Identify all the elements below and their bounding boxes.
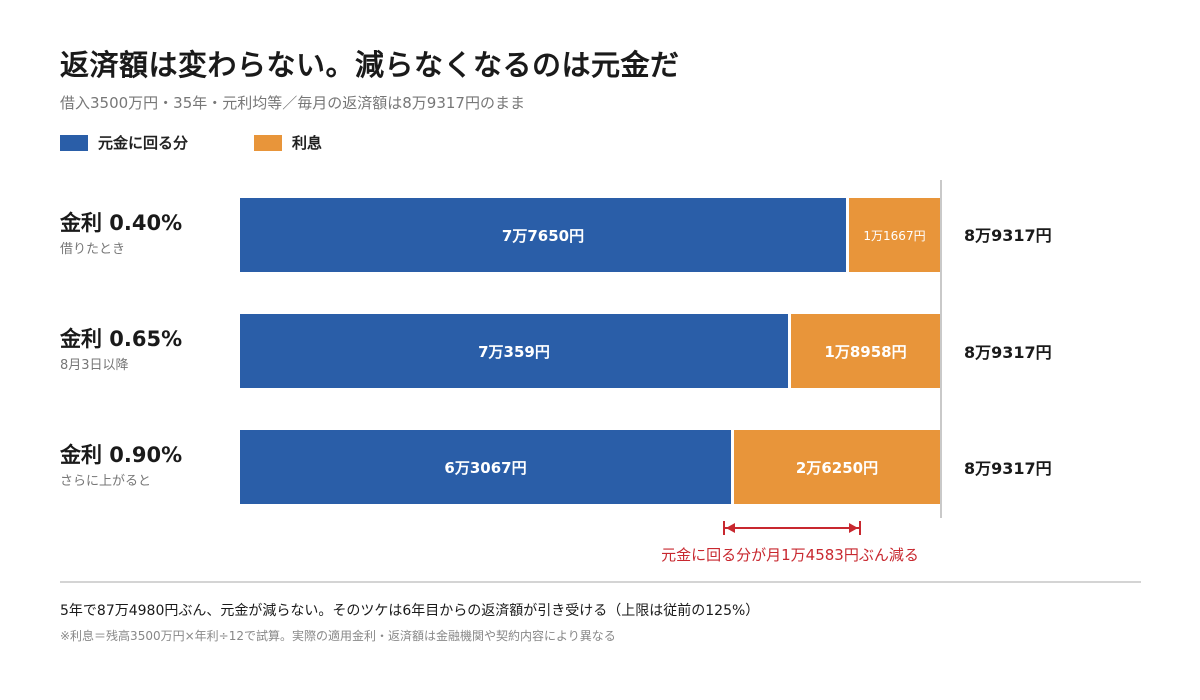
divider <box>60 581 1141 583</box>
bar-interest-0: 1万1667円 <box>849 198 940 272</box>
rate-label: 金利 0.65% <box>60 327 183 351</box>
difference-bracket <box>723 521 861 535</box>
bar-principal-0: 7万7650円 <box>240 198 846 272</box>
rate-note: 8月3日以降 <box>60 358 129 373</box>
bar-principal-2: 6万3067円 <box>240 430 731 504</box>
rate-label: 金利 0.40% <box>60 211 183 235</box>
legend-swatch-principal <box>60 134 88 151</box>
legend-item-interest: 利息 <box>254 132 322 153</box>
total-reference-line <box>940 180 942 518</box>
row-total: 8万9317円 <box>964 459 1052 478</box>
bar-plot-area: 7万7650円 1万1667円 7万359円 1万8958円 6万3067円 2万6250… <box>240 180 942 520</box>
row-total: 8万9317円 <box>964 343 1052 362</box>
row-label-0: 金利 0.40% 借りたとき <box>60 210 182 257</box>
legend-label-interest: 利息 <box>292 134 323 152</box>
rate-note: さらに上がると <box>60 474 152 489</box>
footnote-small: ※利息＝残高3500万円×年利÷12で試算。実際の適用金利・返済額は金融機関や契… <box>60 629 616 643</box>
bar-principal-1: 7万359円 <box>240 314 788 388</box>
bar-interest-2: 2万6250円 <box>734 430 940 504</box>
rate-label: 金利 0.90% <box>60 443 183 467</box>
rate-note: 借りたとき <box>60 242 126 257</box>
legend-item-principal: 元金に回る分 <box>60 132 188 153</box>
legend-label-principal: 元金に回る分 <box>98 134 189 152</box>
chart-title: 返済額は変わらない。減らなくなるのは元金だ <box>60 48 680 82</box>
chart-subtitle: 借入3500万円・35年・元利均等／毎月の返済額は8万9317円のまま <box>60 94 525 112</box>
footnote-main: 5年で87万4980円ぶん、元金が減らない。そのツケは6年目からの返済額が引き受… <box>60 603 760 619</box>
row-label-2: 金利 0.90% さらに上がると <box>60 442 182 489</box>
legend: 元金に回る分 利息 <box>60 132 388 153</box>
legend-swatch-interest <box>254 134 283 151</box>
row-label-1: 金利 0.65% 8月3日以降 <box>60 326 182 373</box>
row-total: 8万9317円 <box>964 226 1052 245</box>
difference-annotation: 元金に回る分が月1万4583円ぶん減る <box>661 546 919 564</box>
bar-interest-1: 1万8958円 <box>791 314 940 388</box>
